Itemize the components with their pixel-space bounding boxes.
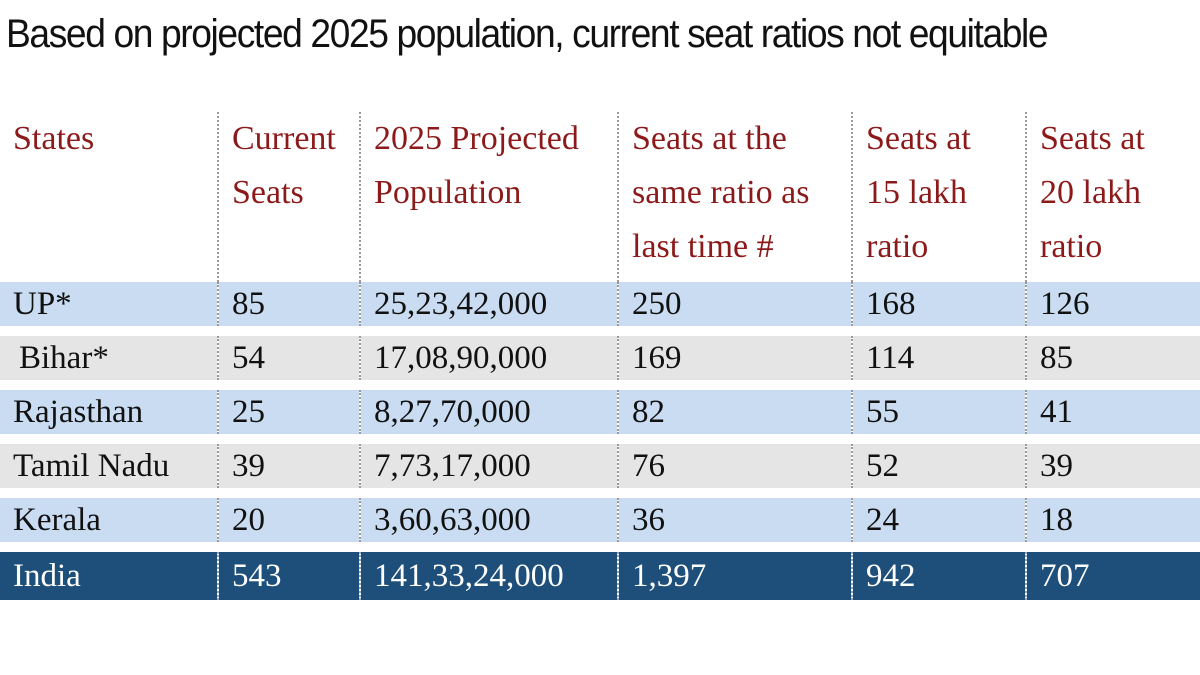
cell-population: 141,33,24,000 <box>359 547 618 600</box>
cell-20-lakh: 707 <box>1025 547 1200 600</box>
cell-same-ratio: 76 <box>617 439 852 498</box>
header-same-ratio-seats: Seats at the same ratio as last time # <box>617 112 852 282</box>
header-current-seats: Current Seats <box>217 112 360 282</box>
table-total-row: India 543 141,33,24,000 1,397 942 707 <box>0 547 1200 600</box>
cell-state: Kerala <box>0 493 218 552</box>
cell-population: 3,60,63,000 <box>359 493 618 552</box>
cell-current-seats: 85 <box>217 282 360 336</box>
cell-20-lakh: 126 <box>1025 282 1200 336</box>
cell-15-lakh: 168 <box>851 282 1026 336</box>
cell-same-ratio: 82 <box>617 385 852 444</box>
cell-20-lakh: 85 <box>1025 331 1200 390</box>
cell-same-ratio: 250 <box>617 282 852 336</box>
cell-20-lakh: 41 <box>1025 385 1200 444</box>
table-row: Tamil Nadu 39 7,73,17,000 76 52 39 <box>0 439 1200 498</box>
table-header-row: States Current Seats 2025 Projected Popu… <box>0 112 1200 282</box>
seat-ratio-table: States Current Seats 2025 Projected Popu… <box>0 112 1200 600</box>
table-row: Kerala 20 3,60,63,000 36 24 18 <box>0 493 1200 552</box>
cell-15-lakh: 24 <box>851 493 1026 552</box>
table-row: Bihar* 54 17,08,90,000 169 114 85 <box>0 331 1200 390</box>
cell-current-seats: 543 <box>217 547 360 600</box>
cell-population: 7,73,17,000 <box>359 439 618 498</box>
cell-15-lakh: 114 <box>851 331 1026 390</box>
cell-population: 17,08,90,000 <box>359 331 618 390</box>
cell-15-lakh: 52 <box>851 439 1026 498</box>
cell-state: Tamil Nadu <box>0 439 218 498</box>
table-row: UP* 85 25,23,42,000 250 168 126 <box>0 282 1200 336</box>
cell-state: India <box>0 547 218 600</box>
cell-state: Bihar* <box>0 331 218 390</box>
header-projected-population: 2025 Projected Population <box>359 112 618 282</box>
cell-state: UP* <box>0 282 218 336</box>
cell-20-lakh: 39 <box>1025 439 1200 498</box>
cell-same-ratio: 1,397 <box>617 547 852 600</box>
cell-current-seats: 54 <box>217 331 360 390</box>
cell-current-seats: 20 <box>217 493 360 552</box>
header-15-lakh-seats: Seats at 15 lakh ratio <box>851 112 1026 282</box>
cell-15-lakh: 942 <box>851 547 1026 600</box>
cell-20-lakh: 18 <box>1025 493 1200 552</box>
cell-same-ratio: 36 <box>617 493 852 552</box>
cell-15-lakh: 55 <box>851 385 1026 444</box>
cell-population: 8,27,70,000 <box>359 385 618 444</box>
cell-state: Rajasthan <box>0 385 218 444</box>
cell-current-seats: 25 <box>217 385 360 444</box>
page-title: Based on projected 2025 population, curr… <box>6 12 1049 56</box>
header-20-lakh-seats: Seats at 20 lakh ratio <box>1025 112 1200 282</box>
cell-same-ratio: 169 <box>617 331 852 390</box>
header-states: States <box>13 120 95 157</box>
cell-population: 25,23,42,000 <box>359 282 618 336</box>
table-row: Rajasthan 25 8,27,70,000 82 55 41 <box>0 385 1200 444</box>
cell-current-seats: 39 <box>217 439 360 498</box>
